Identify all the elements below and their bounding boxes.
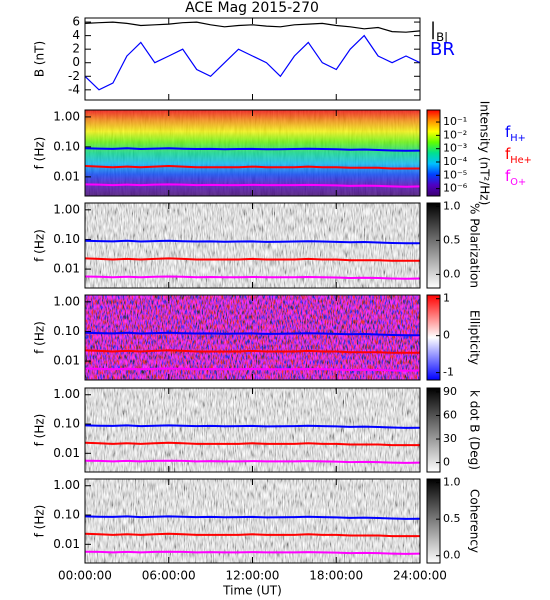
data-line <box>84 183 421 188</box>
x-tick-label: 06:00:00 <box>142 569 196 583</box>
legend-label: |B| <box>430 19 448 44</box>
colorbar-tick-label: 10⁻⁴ <box>443 155 468 168</box>
y-axis-label: f (Hz) <box>33 321 47 354</box>
y-tick-label: 6 <box>72 15 80 29</box>
colorbar <box>426 387 441 473</box>
y-tick-label: 0.01 <box>53 169 80 183</box>
y-axis-label: f (Hz) <box>33 137 47 170</box>
y-tick-label: 0.01 <box>53 262 80 276</box>
data-line <box>84 349 420 354</box>
colorbar-tick-label: 90 <box>443 385 457 398</box>
data-line <box>84 367 421 372</box>
y-tick-label: 0.10 <box>53 324 80 338</box>
y-tick-label: 0.01 <box>53 354 80 368</box>
data-line <box>84 441 420 447</box>
data-line <box>84 164 420 170</box>
colorbar <box>426 478 441 564</box>
legend-label: fHe+ <box>505 145 532 166</box>
legend-label: fO+ <box>505 167 526 188</box>
colorbar-label: Coherency <box>468 489 482 553</box>
colorbar-tick-label: 0.5 <box>443 233 461 246</box>
y-tick-label: -4 <box>68 82 80 96</box>
colorbar-tick-label: 1.0 <box>443 199 461 212</box>
legend-label: BR <box>430 39 455 60</box>
data-line <box>84 424 421 429</box>
colorbar-tick-label: 0.5 <box>443 512 461 525</box>
colorbar-tick-label: 10⁻³ <box>443 142 467 155</box>
data-line <box>84 459 421 464</box>
y-axis-label: f (Hz) <box>33 414 47 447</box>
colorbar <box>426 109 441 197</box>
spectrogram-noise <box>85 203 420 288</box>
y-axis-label: f (Hz) <box>33 229 47 262</box>
data-line <box>84 34 421 91</box>
y-tick-label: 0 <box>72 55 80 69</box>
y-axis-label: B (nT) <box>33 41 47 77</box>
chart-title: ACE Mag 2015-270 <box>185 0 319 16</box>
plot-frame <box>84 17 421 101</box>
colorbar-tick-label: 1 <box>443 292 450 305</box>
colorbar-tick-label: 10⁻⁵ <box>443 168 467 181</box>
colorbar-tick-label: 0.0 <box>443 267 461 280</box>
y-tick-label: 0.10 <box>53 139 80 153</box>
colorbar-tick-label: -1 <box>443 366 454 379</box>
data-line <box>84 275 421 280</box>
y-tick-label: 1.00 <box>53 202 80 216</box>
y-axis-label: f (Hz) <box>33 505 47 538</box>
spectrogram-noise <box>85 388 420 472</box>
colorbar-label: k dot B (Deg) <box>468 390 482 470</box>
data-line <box>84 515 421 520</box>
colorbar-tick-label: 30 <box>443 432 457 445</box>
colorbar <box>426 202 441 289</box>
x-axis-label: Time (UT) <box>222 584 282 598</box>
legend-label: fH+ <box>505 123 526 144</box>
colorbar-tick-label: 0 <box>443 456 450 469</box>
colorbar-label: Intensity (nT²/Hz) <box>478 101 492 206</box>
y-tick-label: 2 <box>72 42 80 56</box>
colorbar-tick-label: 10⁻¹ <box>443 115 467 128</box>
x-tick-label: 12:00:00 <box>226 569 280 583</box>
y-tick-label: 0.10 <box>53 417 80 431</box>
spectrogram-grain <box>85 110 420 196</box>
spectrogram-noise <box>85 479 420 563</box>
y-tick-label: 0.10 <box>53 508 80 522</box>
colorbar-tick-label: 1.0 <box>443 476 461 489</box>
data-line <box>84 147 421 152</box>
y-tick-label: 1.00 <box>53 387 80 401</box>
colorbar <box>426 294 441 381</box>
spectrogram-noise <box>85 295 420 380</box>
data-line <box>84 532 420 538</box>
y-tick-label: 1.00 <box>53 478 80 492</box>
y-tick-label: 1.00 <box>53 294 80 308</box>
data-line <box>84 21 421 33</box>
x-tick-label: 18:00:00 <box>309 569 363 583</box>
colorbar-tick-label: 0 <box>443 329 450 342</box>
y-tick-label: -2 <box>68 69 80 83</box>
data-line <box>84 257 420 262</box>
data-line <box>84 550 421 555</box>
colorbar-tick-label: 60 <box>443 408 457 421</box>
data-line <box>84 239 421 245</box>
colorbar-label: % Polarization <box>468 203 482 288</box>
colorbar-tick-label: 0.0 <box>443 549 461 562</box>
data-line <box>84 331 421 337</box>
x-tick-label: 00:00:00 <box>58 569 112 583</box>
y-tick-label: 0.01 <box>53 537 80 551</box>
y-tick-label: 0.01 <box>53 446 80 460</box>
colorbar-label: Ellipticity <box>468 310 482 365</box>
y-tick-label: 1.00 <box>53 109 80 123</box>
x-tick-label: 24:00:00 <box>393 569 447 583</box>
y-tick-label: 0.10 <box>53 232 80 246</box>
colorbar-tick-label: 10⁻² <box>443 128 467 141</box>
colorbar-tick-label: 10⁻⁶ <box>443 182 468 195</box>
y-tick-label: 4 <box>72 28 80 42</box>
